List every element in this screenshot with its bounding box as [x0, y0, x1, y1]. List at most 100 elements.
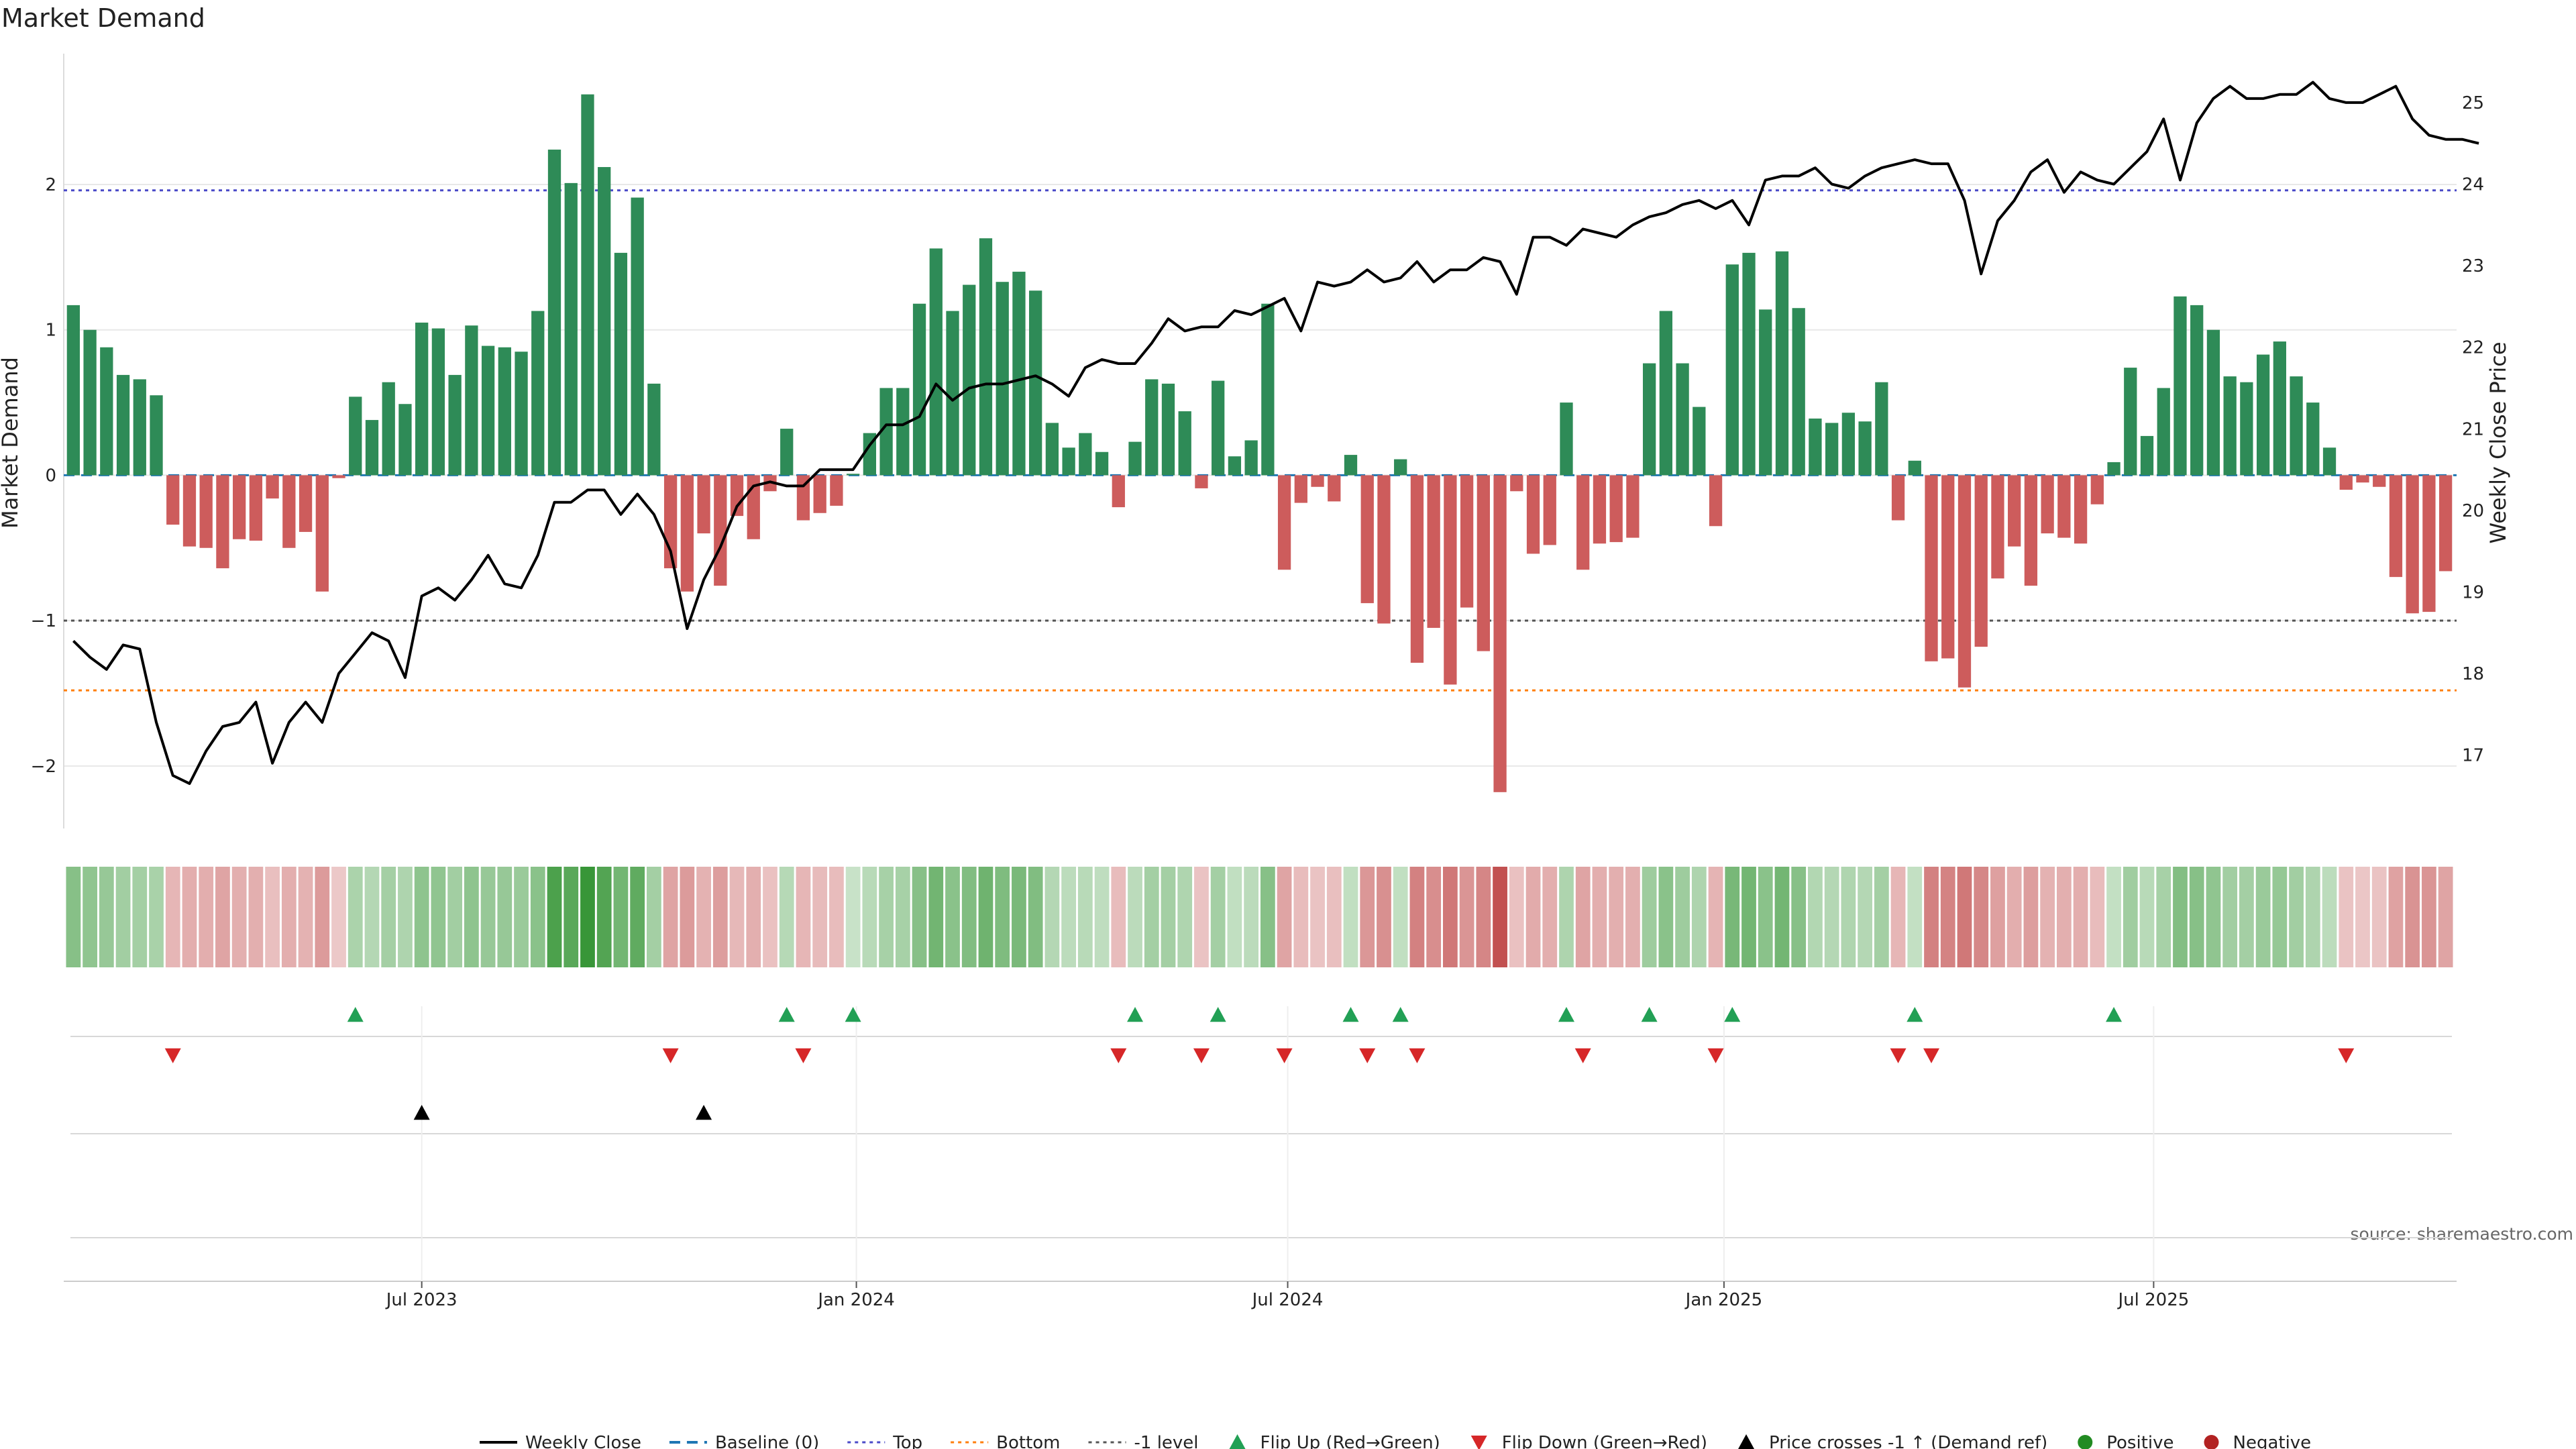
demand-bar	[1012, 272, 1026, 476]
demand-bar	[813, 475, 826, 513]
flip-up-marker	[1392, 1007, 1409, 1022]
demand-bar	[896, 388, 910, 476]
heat-cell	[398, 867, 413, 967]
legend-swatch-flip-down	[1470, 1436, 1487, 1449]
heat-cell	[580, 867, 595, 967]
demand-bar	[233, 475, 246, 539]
demand-bar	[2008, 475, 2021, 547]
demand-bar	[1079, 433, 1092, 476]
heat-cell	[431, 867, 446, 967]
demand-bar	[780, 429, 794, 476]
demand-bar	[1145, 379, 1159, 476]
heat-cell	[1061, 867, 1076, 967]
demand-bar	[1659, 311, 1673, 476]
demand-bar	[2422, 475, 2436, 612]
heat-cell	[1974, 867, 1989, 967]
heat-cell	[530, 867, 545, 967]
heat-cell	[746, 867, 761, 967]
demand-bar	[299, 475, 313, 532]
demand-bar	[2389, 475, 2403, 578]
heat-cell	[1708, 867, 1723, 967]
heat-cell	[1144, 867, 1159, 967]
heat-cell	[829, 867, 844, 967]
demand-bar	[2322, 447, 2337, 476]
legend-label: Negative	[2233, 1433, 2312, 1449]
right-tick-label: 18	[2462, 664, 2484, 684]
demand-bar	[2190, 305, 2204, 476]
flip-down-marker	[164, 1048, 181, 1063]
demand-bar	[929, 248, 943, 476]
heat-cell	[862, 867, 877, 967]
demand-bar	[1029, 290, 1042, 476]
heat-cell	[1227, 867, 1242, 967]
heat-cell	[779, 867, 794, 967]
legend-item: Negative	[2204, 1433, 2312, 1449]
legend-label: Positive	[2106, 1433, 2174, 1449]
heat-cell	[1210, 867, 1226, 967]
heat-cell	[381, 867, 396, 967]
demand-bar	[315, 475, 329, 592]
heat-cell	[796, 867, 811, 967]
legend-item: Positive	[2078, 1433, 2174, 1449]
heat-cell	[1525, 867, 1541, 967]
date-tick-label: Jan 2025	[1684, 1290, 1763, 1310]
right-tick-label: 25	[2462, 93, 2484, 113]
flip-up-marker	[1724, 1007, 1741, 1022]
demand-bar	[963, 284, 976, 476]
demand-bar	[2157, 388, 2170, 476]
right-tick-label: 23	[2462, 256, 2484, 276]
flip-down-marker	[1574, 1048, 1591, 1063]
heat-cell	[414, 867, 429, 967]
legend-item: Top	[847, 1433, 922, 1449]
heat-cell	[1592, 867, 1607, 967]
demand-bar	[1394, 459, 1407, 476]
demand-bar	[1626, 475, 1640, 538]
demand-bar	[1908, 460, 1921, 476]
demand-bar	[680, 475, 694, 592]
demand-bar	[1841, 413, 1856, 476]
flip-down-marker	[1193, 1048, 1210, 1063]
left-tick-label: −1	[31, 611, 56, 631]
heat-cell	[83, 867, 97, 967]
demand-bar	[2024, 475, 2038, 586]
demand-bar	[1477, 475, 1490, 651]
demand-bar	[150, 395, 163, 476]
flip-up-marker	[1210, 1007, 1226, 1022]
demand-bar	[1277, 475, 1291, 570]
demand-bar	[1360, 475, 1374, 604]
demand-bar	[1676, 363, 1689, 476]
legend-item: Flip Up (Red→Green)	[1229, 1433, 1440, 1449]
right-tick-label: 24	[2462, 175, 2484, 195]
flip-down-marker	[1276, 1048, 1293, 1063]
demand-bar	[332, 475, 345, 478]
demand-bar	[1742, 252, 1756, 476]
demand-bar	[631, 197, 644, 476]
heat-cell	[99, 867, 114, 967]
heat-cell	[2056, 867, 2072, 967]
heat-cell	[2106, 867, 2121, 967]
demand-bar	[1576, 475, 1590, 570]
heat-cell	[879, 867, 894, 967]
demand-bar	[2273, 341, 2286, 476]
demand-bar	[1261, 303, 1275, 476]
legend-label: Price crosses -1 ↑ (Demand ref)	[1769, 1433, 2047, 1449]
demand-bar	[996, 282, 1009, 476]
heat-cell	[215, 867, 230, 967]
demand-bar	[83, 329, 97, 476]
heat-cell	[696, 867, 711, 967]
heat-cell	[1990, 867, 2005, 967]
heat-cell	[680, 867, 695, 967]
demand-bar	[2107, 462, 2121, 476]
heat-cell	[1542, 867, 1558, 967]
demand-bar	[1543, 475, 1556, 545]
flip-down-marker	[795, 1048, 812, 1063]
legend-item: Bottom	[951, 1433, 1061, 1449]
demand-bar	[1410, 475, 1424, 663]
weekly-close-line	[72, 80, 2479, 786]
demand-bar	[66, 305, 80, 476]
demand-bar	[1891, 475, 1905, 521]
demand-bar	[1925, 475, 1938, 661]
heat-cell	[995, 867, 1010, 967]
heat-cell	[729, 867, 745, 967]
